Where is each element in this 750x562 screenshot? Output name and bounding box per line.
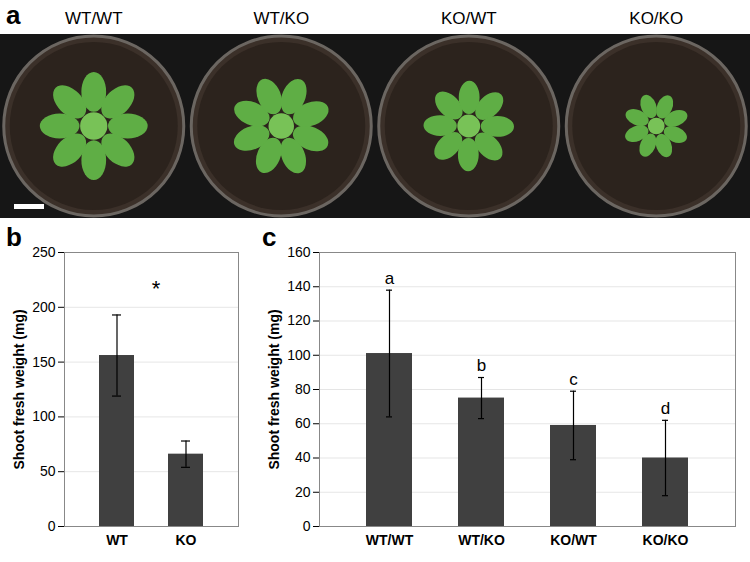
svg-text:120: 120	[287, 312, 311, 328]
svg-text:WT/KO: WT/KO	[253, 9, 309, 28]
svg-text:40: 40	[295, 449, 311, 465]
svg-text:0: 0	[303, 518, 311, 534]
html-text:b: b	[6, 222, 22, 252]
svg-text:a: a	[385, 269, 395, 288]
svg-text:100: 100	[287, 347, 311, 363]
svg-text:d: d	[661, 399, 670, 418]
svg-text:150: 150	[32, 354, 56, 370]
svg-text:KO/KO: KO/KO	[629, 9, 683, 28]
svg-text:WT: WT	[106, 532, 128, 548]
html-text:c: c	[262, 222, 277, 252]
svg-text:KO/WT: KO/WT	[441, 9, 497, 28]
svg-text:WT/WT: WT/WT	[366, 532, 414, 548]
svg-text:WT/KO: WT/KO	[458, 532, 505, 548]
svg-text:Shoot fresh weight (mg): Shoot fresh weight (mg)	[266, 309, 282, 469]
svg-text:250: 250	[32, 244, 56, 260]
svg-text:60: 60	[295, 415, 311, 431]
svg-text:WT/WT: WT/WT	[65, 9, 123, 28]
svg-text:*: *	[152, 276, 161, 301]
svg-text:0: 0	[48, 518, 56, 534]
html-text:a: a	[6, 0, 21, 30]
svg-text:80: 80	[295, 381, 311, 397]
svg-text:200: 200	[32, 299, 56, 315]
svg-text:b: b	[477, 356, 486, 375]
svg-text:c: c	[569, 370, 578, 389]
svg-text:160: 160	[287, 244, 311, 260]
svg-text:KO: KO	[176, 532, 197, 548]
svg-text:100: 100	[32, 408, 56, 424]
svg-text:20: 20	[295, 484, 311, 500]
svg-text:Shoot fresh weight (mg): Shoot fresh weight (mg)	[11, 309, 27, 469]
svg-text:KO/WT: KO/WT	[550, 532, 597, 548]
svg-text:KO/KO: KO/KO	[643, 532, 689, 548]
svg-text:140: 140	[287, 278, 311, 294]
svg-text:50: 50	[40, 463, 56, 479]
